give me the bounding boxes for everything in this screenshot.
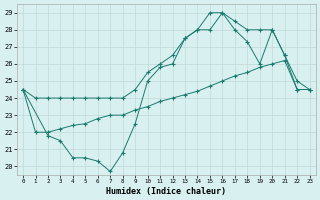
X-axis label: Humidex (Indice chaleur): Humidex (Indice chaleur) (106, 187, 226, 196)
